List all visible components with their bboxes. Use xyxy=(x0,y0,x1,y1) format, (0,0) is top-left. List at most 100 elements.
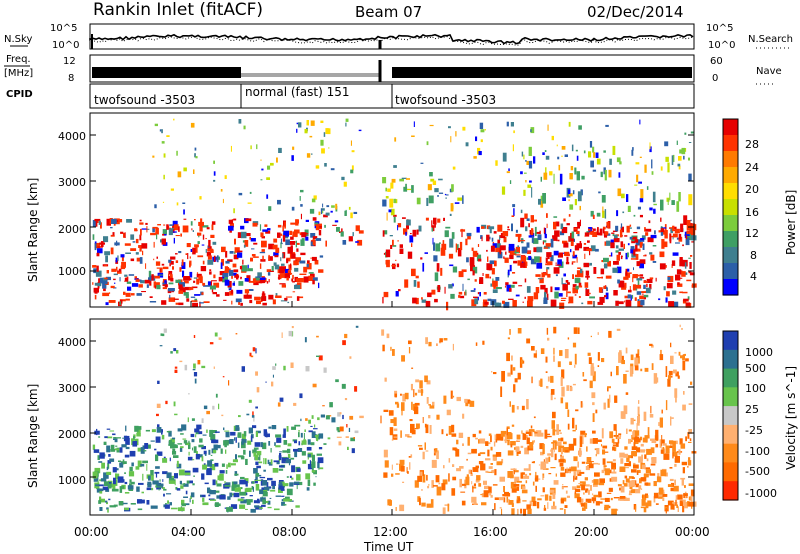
echo-759 xyxy=(388,209,392,213)
echo-1390 xyxy=(639,156,642,158)
echo-1094 xyxy=(583,262,590,268)
echo-618 xyxy=(323,443,327,445)
echo-1593 xyxy=(651,363,654,370)
echo-447 xyxy=(267,500,271,505)
echo-898 xyxy=(662,494,668,497)
echo-1425 xyxy=(652,191,656,203)
echo-582 xyxy=(304,233,309,235)
echo-113 xyxy=(136,257,141,262)
echo-274 xyxy=(118,219,123,223)
echo-568 xyxy=(263,490,268,491)
echo-1436 xyxy=(684,353,686,356)
echo-1208 xyxy=(665,508,667,514)
nsky-line xyxy=(89,33,694,45)
echo-483 xyxy=(224,484,231,487)
echo-87 xyxy=(169,262,171,267)
echo-1261 xyxy=(645,502,649,509)
echo-1163 xyxy=(600,268,605,275)
echo-1032 xyxy=(637,280,640,287)
echo-1583 xyxy=(578,125,582,130)
echo-1454 xyxy=(190,122,195,128)
echo-176 xyxy=(250,257,253,262)
echo-808 xyxy=(675,274,681,281)
echo-535 xyxy=(203,285,210,287)
echo-1436 xyxy=(644,164,647,173)
echo-95 xyxy=(273,238,278,243)
echo-962 xyxy=(683,502,688,509)
echo-965 xyxy=(633,267,634,271)
echo-1351 xyxy=(604,209,607,219)
echo-28 xyxy=(147,444,151,449)
echo-880 xyxy=(603,285,606,289)
echo-77 xyxy=(203,450,207,455)
echo-863 xyxy=(578,296,581,298)
echo-901 xyxy=(477,296,479,301)
echo-893 xyxy=(690,489,695,497)
echo-690 xyxy=(457,247,462,257)
echo-604 xyxy=(352,232,354,237)
echo-996 xyxy=(516,450,521,454)
echo-1326 xyxy=(614,395,618,403)
echo-1416 xyxy=(660,166,663,171)
echo-1227 xyxy=(653,492,659,499)
echo-462 xyxy=(162,282,166,285)
echo-579 xyxy=(119,301,121,306)
echo-915 xyxy=(546,268,548,276)
echo-1534 xyxy=(305,366,310,372)
echo-934 xyxy=(540,495,545,497)
echo-950 xyxy=(537,234,542,240)
echo-1100 xyxy=(649,473,656,476)
echo-1151 xyxy=(681,461,687,466)
echo-1407 xyxy=(566,385,570,391)
echo-743 xyxy=(436,414,440,420)
echo-916 xyxy=(567,291,571,294)
echo-1036 xyxy=(604,242,607,246)
echo-1210 xyxy=(650,254,655,261)
echo-583 xyxy=(350,212,353,219)
echo-50 xyxy=(189,256,191,259)
echo-1382 xyxy=(677,163,681,167)
echo-1228 xyxy=(487,298,492,301)
echo-852 xyxy=(478,461,484,465)
echo-299 xyxy=(114,448,120,451)
echo-501 xyxy=(275,293,278,298)
echo-85 xyxy=(202,434,207,436)
echo-723 xyxy=(456,468,461,472)
echo-1472 xyxy=(193,363,196,369)
echo-1045 xyxy=(527,508,532,514)
echo-1481 xyxy=(323,132,326,137)
echo-730 xyxy=(466,232,472,237)
echo-1431 xyxy=(506,171,510,174)
echo-208 xyxy=(290,272,293,275)
echo-1081 xyxy=(510,441,516,446)
echo-551 xyxy=(165,503,167,505)
echo-1258 xyxy=(643,294,649,298)
echo-1170 xyxy=(585,466,590,471)
echo-621 xyxy=(467,452,472,455)
echo-1250 xyxy=(684,234,690,236)
echo-166 xyxy=(112,467,117,473)
echo-17 xyxy=(113,273,118,276)
echo-1088 xyxy=(577,232,580,237)
echo-945 xyxy=(604,451,609,453)
echo-609 xyxy=(317,417,320,421)
echo-1265 xyxy=(584,232,590,237)
echo-699 xyxy=(415,379,420,383)
echo-863 xyxy=(589,485,592,491)
echo-1159 xyxy=(527,251,531,254)
echo-594 xyxy=(318,211,321,216)
echo-1394 xyxy=(612,446,615,451)
echo-1601 xyxy=(530,129,532,133)
echo-1300 xyxy=(559,173,563,185)
echo-488 xyxy=(209,285,216,290)
echo-1329 xyxy=(653,373,658,384)
echo-1005 xyxy=(507,471,513,478)
echo-842 xyxy=(558,293,563,297)
echo-71 xyxy=(183,440,188,444)
echo-1529 xyxy=(228,380,230,386)
echo-289 xyxy=(300,252,306,256)
echo-1150 xyxy=(473,502,477,505)
echo-927 xyxy=(667,500,674,506)
echo-308 xyxy=(92,234,95,240)
echo-1121 xyxy=(628,438,632,444)
